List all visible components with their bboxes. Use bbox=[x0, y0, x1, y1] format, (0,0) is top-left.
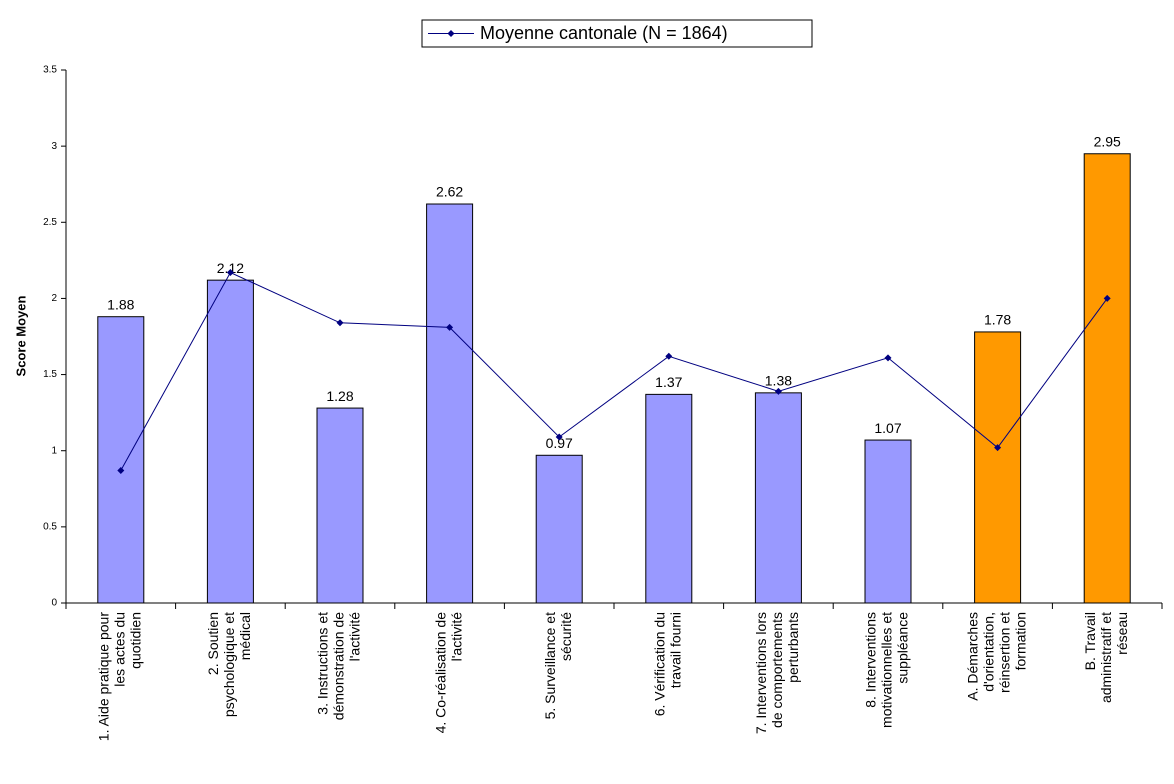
bar bbox=[426, 203, 474, 604]
x-tick-label: 3. Instructions et bbox=[315, 612, 331, 715]
bar bbox=[1083, 153, 1131, 604]
line-series bbox=[120, 271, 1108, 471]
x-tick-label: formation bbox=[1012, 612, 1028, 670]
data-label: 1.88 bbox=[107, 296, 134, 312]
x-tick-label: d'orientation, bbox=[980, 612, 996, 692]
line-marker bbox=[774, 387, 782, 395]
x-tick-label: 7. Interventions lors bbox=[753, 612, 769, 734]
line-marker bbox=[117, 467, 125, 475]
y-tick-label: 0.5 bbox=[43, 521, 57, 532]
line-marker bbox=[1103, 294, 1111, 302]
data-label: 2.95 bbox=[1094, 133, 1121, 149]
x-tick-label: 4. Co-réalisation de bbox=[432, 612, 448, 734]
line-marker bbox=[665, 352, 673, 360]
data-label: 1.78 bbox=[984, 312, 1011, 328]
x-tick-label: suppléance bbox=[895, 612, 911, 684]
x-tick-label: réseau bbox=[1114, 612, 1130, 655]
data-label: 1.38 bbox=[765, 373, 792, 389]
x-tick-label: de comportements bbox=[769, 612, 785, 728]
y-tick-label: 1.5 bbox=[43, 369, 57, 380]
data-label: 1.37 bbox=[655, 374, 682, 390]
line-marker bbox=[446, 323, 454, 331]
x-tick-label: l'activité bbox=[347, 612, 363, 662]
y-tick-label: 2.5 bbox=[43, 217, 57, 228]
bar bbox=[535, 454, 583, 604]
data-label: 1.07 bbox=[874, 420, 901, 436]
line-marker bbox=[336, 319, 344, 327]
x-tick-label: l'activité bbox=[448, 612, 464, 662]
bar bbox=[316, 407, 364, 604]
x-tick-label: administratif et bbox=[1098, 612, 1114, 703]
y-tick-label: 3 bbox=[51, 141, 57, 152]
line-marker bbox=[884, 354, 892, 362]
data-label: 2.12 bbox=[217, 260, 244, 276]
line-marker bbox=[555, 433, 563, 441]
x-tick-label: quotidien bbox=[128, 612, 144, 669]
bar bbox=[97, 316, 145, 604]
x-tick-label: 5. Surveillance et bbox=[542, 612, 558, 720]
x-tick-label: les actes du bbox=[112, 612, 128, 687]
x-tick-label: médical bbox=[237, 612, 253, 660]
x-tick-label: perturbants bbox=[785, 612, 801, 683]
x-tick-label: psychologique et bbox=[221, 612, 237, 717]
y-tick-label: 2 bbox=[51, 293, 57, 304]
x-tick-label: sécurité bbox=[558, 612, 574, 661]
x-tick-label: A. Démarches bbox=[964, 612, 980, 701]
bar bbox=[974, 331, 1022, 604]
data-label: 2.62 bbox=[436, 184, 463, 200]
data-label: 1.28 bbox=[326, 388, 353, 404]
x-tick-label: démonstration de bbox=[331, 612, 347, 720]
x-tick-label: 6. Vérification du bbox=[652, 612, 668, 716]
legend: Moyenne cantonale (N = 1864) bbox=[421, 19, 813, 48]
x-tick-label: B. Travail bbox=[1082, 612, 1098, 670]
bar bbox=[206, 279, 254, 604]
data-label: 0.97 bbox=[546, 435, 573, 451]
x-tick-label: motivationnelles et bbox=[879, 612, 895, 728]
y-tick-label: 3.5 bbox=[43, 65, 57, 76]
y-tick-label: 1 bbox=[51, 445, 57, 456]
bar bbox=[645, 393, 693, 604]
bar bbox=[754, 392, 802, 604]
y-axis-label: Score Moyen bbox=[13, 295, 28, 376]
legend-label: Moyenne cantonale (N = 1864) bbox=[480, 23, 728, 43]
x-tick-label: 8. Interventions bbox=[863, 612, 879, 708]
y-tick-label: 0 bbox=[51, 598, 57, 609]
bar bbox=[864, 439, 912, 604]
x-tick-label: 1. Aide pratique pour bbox=[96, 612, 112, 742]
x-tick-label: réinsertion et bbox=[996, 612, 1012, 693]
x-tick-label: travail fourni bbox=[668, 612, 684, 688]
legend-marker bbox=[447, 30, 455, 37]
line-marker bbox=[994, 444, 1002, 452]
legend-box bbox=[421, 19, 813, 48]
line-marker bbox=[226, 269, 234, 277]
x-tick-label: 2. Soutien bbox=[205, 612, 221, 675]
